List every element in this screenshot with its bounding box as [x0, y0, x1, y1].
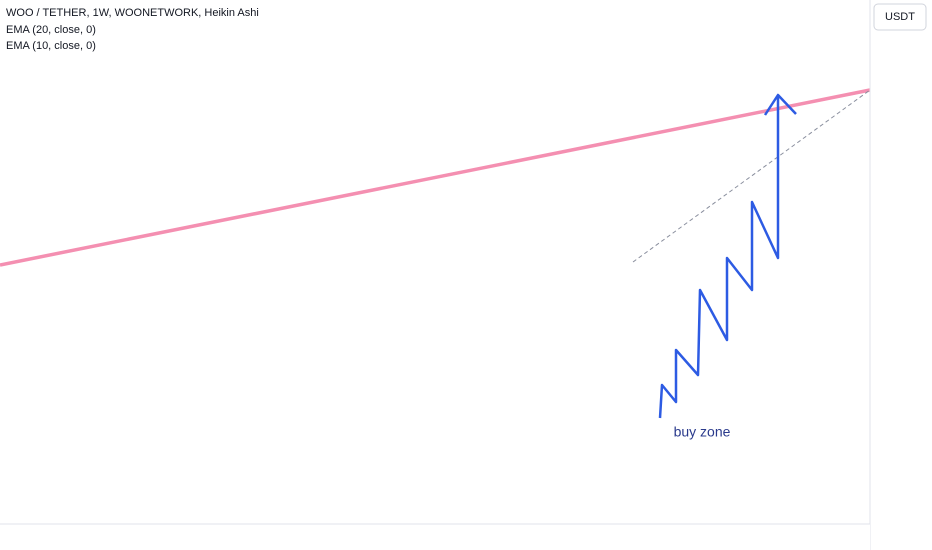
time-axis [0, 524, 870, 550]
drawings [0, 88, 871, 419]
currency-button[interactable] [873, 3, 927, 31]
price-axis [870, 0, 932, 550]
projection-arrow [658, 93, 797, 419]
legend: WOO / TETHER, 1W, WOONETWORK, Heikin Ash… [6, 7, 259, 52]
buy-zone-label: buy zone [674, 424, 731, 440]
trend-line [0, 88, 871, 267]
indicator-label: EMA (20, close, 0) [6, 24, 96, 36]
chart-title: WOO / TETHER, 1W, WOONETWORK, Heikin Ash… [6, 7, 259, 19]
indicator-label: EMA (10, close, 0) [6, 40, 96, 52]
currency-label[interactable]: USDT [885, 11, 915, 23]
